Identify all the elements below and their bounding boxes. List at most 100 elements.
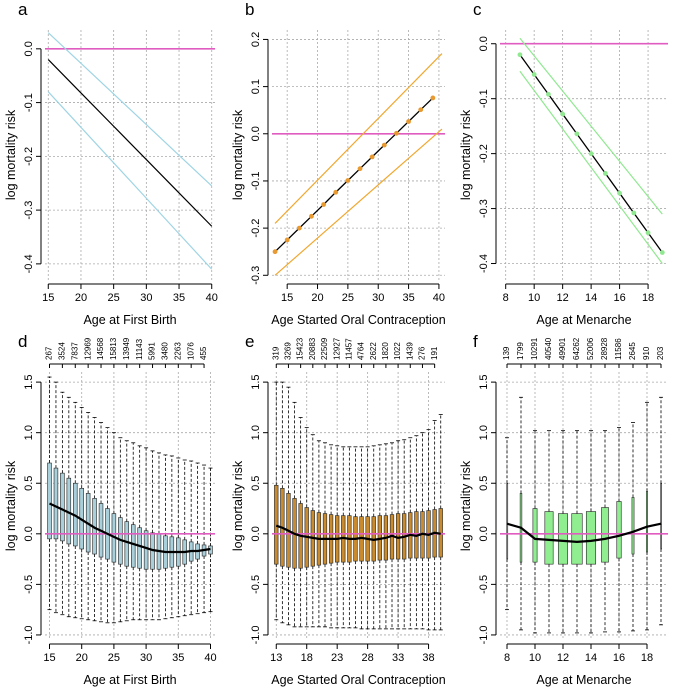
- point: [321, 202, 326, 207]
- x-tick-label: 40: [204, 652, 216, 664]
- point: [333, 189, 339, 195]
- x-tick-label: 18: [301, 652, 313, 664]
- y-tick-label: -0.4: [23, 254, 35, 273]
- x-tick-label: 40: [433, 292, 445, 304]
- y-tick-label: 1.0: [478, 425, 490, 440]
- x-tick-label: 15: [42, 292, 54, 304]
- y-tick-label: 1.5: [250, 374, 262, 389]
- x-tick-label: 16: [613, 292, 625, 304]
- x-tick-label: 25: [108, 652, 120, 664]
- box: [585, 511, 597, 565]
- count-label: 49901: [558, 337, 567, 360]
- count-label: 276: [418, 346, 427, 360]
- x-axis-label: Age at Menarche: [536, 673, 631, 687]
- x-tick-label: 25: [342, 292, 354, 304]
- count-label: 52006: [586, 337, 595, 360]
- count-label: 191: [430, 346, 439, 360]
- count-label: 10291: [530, 337, 539, 360]
- x-tick-label: 30: [372, 292, 384, 304]
- box: [53, 467, 59, 540]
- box: [274, 484, 279, 565]
- point: [272, 249, 278, 255]
- point: [546, 91, 551, 97]
- x-tick-label: 20: [76, 652, 88, 664]
- y-tick-label: 0.0: [23, 526, 35, 541]
- series-line: [519, 70, 663, 264]
- y-tick-label: -0.2: [250, 219, 262, 238]
- y-tick-label: 1.5: [478, 374, 490, 389]
- series-line: [274, 97, 434, 253]
- x-tick-label: 35: [402, 292, 414, 304]
- count-label: 13949: [122, 337, 131, 360]
- count-label: 11586: [614, 338, 623, 360]
- count-label: 910: [642, 346, 651, 360]
- median-line: [275, 524, 441, 541]
- point: [394, 130, 399, 136]
- count-label: 3524: [57, 342, 66, 360]
- box: [631, 497, 635, 555]
- y-tick-label: -0.4: [478, 254, 490, 273]
- count-label: 267: [45, 346, 54, 360]
- point: [588, 151, 594, 157]
- y-tick-label: -0.2: [478, 144, 490, 163]
- point: [631, 210, 637, 216]
- count-label: 1820: [381, 342, 390, 360]
- y-axis-label: log mortality risk: [231, 109, 245, 200]
- panel-label: a: [18, 0, 28, 19]
- series-line: [274, 53, 443, 224]
- point: [418, 107, 424, 113]
- median-line: [49, 502, 211, 554]
- count-label: 11457: [344, 338, 353, 360]
- point: [296, 225, 302, 231]
- x-axis-label: Age at Menarche: [536, 313, 631, 327]
- y-tick-label: 0.1: [250, 79, 262, 94]
- point: [309, 213, 314, 219]
- count-label: 64262: [572, 337, 581, 360]
- x-tick-label: 13: [270, 652, 282, 664]
- point: [430, 95, 436, 101]
- x-tick-label: 33: [392, 652, 404, 664]
- y-tick-label: -0.1: [23, 93, 35, 112]
- count-label: 1022: [393, 342, 402, 360]
- count-label: 22509: [320, 337, 329, 360]
- y-tick-label: 0.5: [478, 476, 490, 491]
- count-label: 15813: [109, 337, 118, 360]
- x-axis-label: Age at First Birth: [83, 313, 176, 327]
- y-tick-label: -0.3: [478, 199, 490, 218]
- x-tick-label: 10: [528, 292, 540, 304]
- count-label: 7837: [70, 342, 79, 360]
- y-tick-label: -0.1: [478, 89, 490, 108]
- y-tick-label: -0.1: [250, 171, 262, 190]
- x-tick-label: 20: [75, 292, 87, 304]
- y-tick-label: 0.0: [478, 36, 490, 51]
- count-label: 40540: [544, 337, 553, 360]
- y-tick-label: 0.5: [250, 476, 262, 491]
- x-tick-label: 8: [503, 292, 509, 304]
- point: [560, 111, 566, 117]
- count-label: 14568: [96, 337, 105, 360]
- y-tick-label: 1.5: [23, 374, 35, 389]
- x-tick-label: 15: [43, 652, 55, 664]
- count-label: 139: [502, 346, 511, 360]
- y-tick-label: -1.0: [23, 625, 35, 644]
- y-tick-label: -0.5: [23, 575, 35, 594]
- count-label: 5991: [148, 342, 157, 360]
- x-axis-label: Age at First Birth: [83, 673, 176, 687]
- x-tick-label: 20: [311, 292, 323, 304]
- point: [406, 119, 411, 124]
- x-tick-label: 18: [641, 652, 653, 664]
- point: [602, 171, 608, 176]
- point: [517, 52, 523, 58]
- point: [345, 178, 351, 183]
- point: [531, 72, 537, 77]
- y-tick-label: -1.0: [478, 625, 490, 644]
- x-tick-label: 14: [585, 292, 597, 304]
- count-label: 20883: [308, 337, 317, 360]
- y-tick-label: -0.5: [250, 575, 262, 594]
- y-axis-label: log mortality risk: [459, 460, 473, 551]
- panel-label: e: [245, 332, 254, 351]
- x-tick-label: 14: [585, 652, 597, 664]
- point: [284, 237, 290, 243]
- y-tick-label: -0.5: [478, 575, 490, 594]
- count-label: 2622: [369, 342, 378, 360]
